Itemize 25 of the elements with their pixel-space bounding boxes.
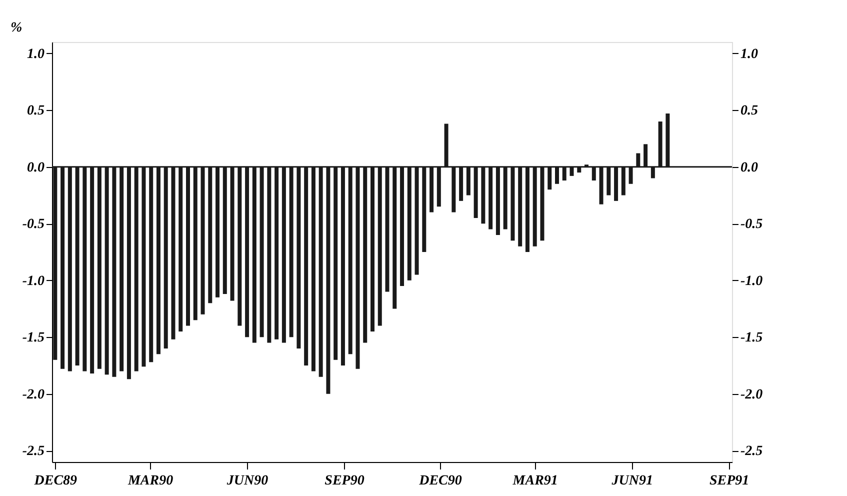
x-tick-label: DEC89 xyxy=(33,474,78,488)
y-tick-label: -0.5 xyxy=(22,217,44,232)
x-tick-label: SEP91 xyxy=(709,474,750,488)
x-tick-label: MAR91 xyxy=(512,474,558,488)
x-tick-label: JUN90 xyxy=(226,474,268,488)
x-tick-label: SEP90 xyxy=(324,474,364,488)
y2-tick-label: -1.0 xyxy=(740,274,763,289)
y2-tick-label: -2.5 xyxy=(740,444,763,460)
y-tick-label: -2.0 xyxy=(22,387,44,402)
y2-tick-label: -1.5 xyxy=(740,330,763,346)
y2-tick-label: -0.5 xyxy=(740,217,763,232)
x-tick-label: MAR90 xyxy=(126,474,174,488)
y-axis-title: % xyxy=(10,20,22,36)
y-tick-label: -1.5 xyxy=(22,330,44,346)
y2-tick-label: 1.0 xyxy=(740,46,758,62)
y-tick-label: 1.0 xyxy=(27,46,44,62)
y-tick-label: -1.0 xyxy=(22,274,44,289)
x-tick-label: JUN91 xyxy=(610,474,653,488)
y2-tick-label: -2.0 xyxy=(740,387,763,402)
y2-tick-label: 0.5 xyxy=(740,104,758,119)
x-tick-label: DEC90 xyxy=(418,474,462,488)
y-tick-label: 0.0 xyxy=(27,160,44,176)
y-tick-label: -2.5 xyxy=(22,444,44,460)
y2-tick-label: 0.0 xyxy=(740,160,758,176)
y-tick-label: 0.5 xyxy=(27,104,44,119)
